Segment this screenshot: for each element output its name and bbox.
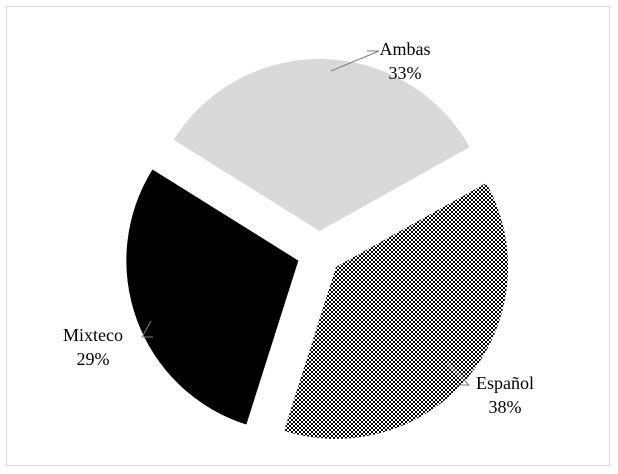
slice-label: Ambas bbox=[380, 39, 431, 59]
slice-percent: 29% bbox=[77, 349, 110, 369]
leader-line bbox=[330, 50, 380, 72]
pie-slices bbox=[126, 59, 509, 439]
slice-label: Español bbox=[476, 373, 534, 393]
pie-slice-espaol bbox=[284, 182, 509, 439]
pie-chart: Ambas 33% Español 38% Mixteco 29% bbox=[63, 39, 534, 439]
slice-percent: 33% bbox=[389, 63, 422, 83]
pie-labels: Ambas 33% Español 38% Mixteco 29% bbox=[63, 39, 534, 417]
slice-label: Mixteco bbox=[63, 325, 123, 345]
leader-line bbox=[141, 320, 153, 338]
pie-slice-mixteco bbox=[126, 169, 299, 425]
leader-line bbox=[446, 362, 471, 386]
chart-frame: Ambas 33% Español 38% Mixteco 29% bbox=[6, 6, 610, 466]
slice-percent: 38% bbox=[489, 397, 522, 417]
pie-slice-ambas bbox=[173, 59, 470, 232]
